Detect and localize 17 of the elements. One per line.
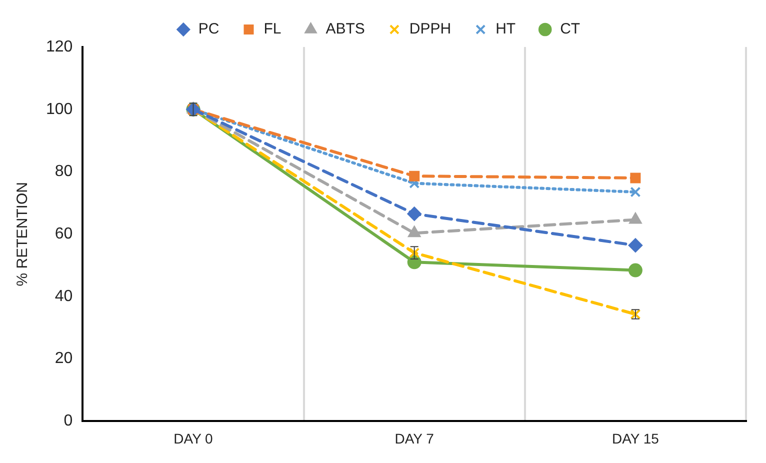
y-tick-label: 0 bbox=[64, 412, 73, 430]
y-tick-label: 100 bbox=[46, 100, 73, 118]
legend-label: DPPH bbox=[409, 20, 452, 38]
x-tick-label: DAY 0 bbox=[174, 430, 214, 446]
y-tick-label: 40 bbox=[54, 288, 73, 305]
legend-label: PC bbox=[198, 20, 220, 38]
legend-label: HT bbox=[496, 20, 516, 38]
x-tick-label: DAY 7 bbox=[394, 430, 434, 446]
y-tick-label: 80 bbox=[54, 163, 73, 180]
y-tick-label: 20 bbox=[54, 350, 73, 368]
legend-label: CT bbox=[560, 20, 580, 38]
y-tick-label: 60 bbox=[54, 226, 73, 243]
y-axis-title: % RETENTION bbox=[14, 182, 32, 286]
legend-label: FL bbox=[264, 20, 282, 38]
y-tick-label: 120 bbox=[46, 38, 73, 56]
legend-label: ABTS bbox=[326, 20, 365, 38]
x-tick-label: DAY 15 bbox=[612, 430, 660, 446]
